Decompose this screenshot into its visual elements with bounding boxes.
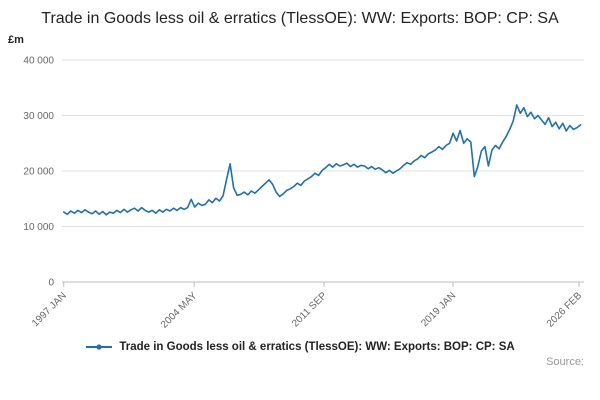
chart-title: Trade in Goods less oil & erratics (Tles… bbox=[41, 10, 559, 27]
y-tick-label: 20 000 bbox=[23, 166, 54, 177]
y-tick-label: 0 bbox=[48, 277, 54, 288]
x-tick-label: 2019 JAN bbox=[419, 290, 458, 329]
legend-label: Trade in Goods less oil & erratics (Tles… bbox=[119, 340, 515, 353]
x-tick-label: 2026 FEB bbox=[545, 290, 584, 329]
source-label: Source: bbox=[546, 355, 584, 368]
line-chart: 0 10 000 20 000 30 000 40 000 1997 JAN 2004 MA… bbox=[23, 55, 584, 331]
legend: Trade in Goods less oil & erratics (Tles… bbox=[0, 341, 600, 353]
y-axis-unit-label: £m bbox=[8, 33, 24, 46]
y-tick-label: 10 000 bbox=[23, 222, 54, 233]
x-tick-label: 2011 SEP bbox=[290, 290, 329, 329]
series-line bbox=[62, 103, 582, 216]
plot-area: 0 10 000 20 000 30 000 40 000 1997 JAN 2004 MA… bbox=[0, 46, 600, 341]
y-tick-label: 30 000 bbox=[23, 111, 54, 122]
legend-item[interactable]: Trade in Goods less oil & erratics (Tles… bbox=[85, 340, 515, 353]
y-tick-label: 40 000 bbox=[23, 55, 54, 66]
legend-line-marker-icon bbox=[86, 343, 113, 350]
x-tick-label: 2004 MAY bbox=[159, 290, 200, 331]
x-tick-label: 1997 JAN bbox=[30, 290, 69, 329]
